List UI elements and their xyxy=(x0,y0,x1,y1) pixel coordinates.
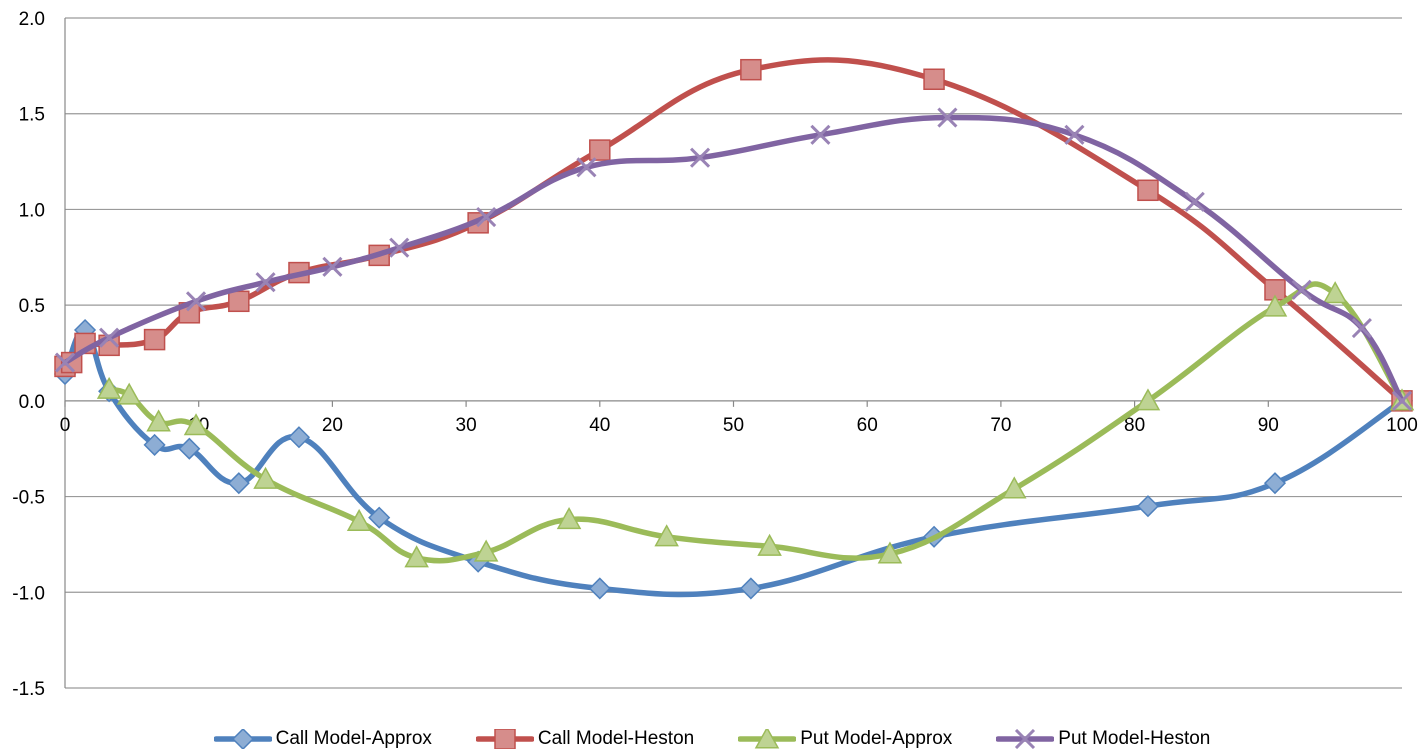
put-approx-series xyxy=(96,281,1415,568)
legend-label: Put Model-Approx xyxy=(800,727,953,749)
put-heston-point xyxy=(255,272,276,293)
put-heston-series xyxy=(54,107,1413,411)
legend-item-call-approx: Call Model-Approx xyxy=(213,727,432,750)
call-heston-point xyxy=(228,290,250,313)
put-approx-line xyxy=(106,281,1405,564)
call-approx-legend-point xyxy=(231,728,254,749)
call-approx-point xyxy=(588,577,611,600)
call-approx-point xyxy=(1136,495,1160,518)
call-approx-point xyxy=(368,506,391,529)
x-tick-label: 70 xyxy=(990,415,1011,436)
x-tick-label: 40 xyxy=(589,415,610,436)
x-tick-label: 100 xyxy=(1386,415,1418,436)
call-approx-line xyxy=(62,327,1405,598)
put-approx-point xyxy=(183,413,209,436)
y-axis-ticks: 2.0 1.5 1.0 0.5 0.0 -0.5 -1.0 -1.5 xyxy=(12,9,45,700)
legend-label: Put Model-Heston xyxy=(1058,727,1211,749)
y-tick-label: 0.5 xyxy=(19,296,45,317)
put-approx-legend-swatch xyxy=(738,728,797,749)
put-approx-point xyxy=(877,541,903,564)
put-approx-point xyxy=(404,545,429,568)
put-heston-point xyxy=(1391,390,1413,411)
call-heston-legend-point xyxy=(494,728,516,749)
put-approx-point xyxy=(346,508,372,532)
call-approx-point xyxy=(143,433,166,456)
put-heston-point xyxy=(322,256,343,277)
call-heston-point xyxy=(143,328,166,351)
x-tick-label: 90 xyxy=(1258,415,1279,436)
call-approx-point xyxy=(287,426,311,449)
y-tick-label: -1.5 xyxy=(12,679,45,700)
put-approx-point xyxy=(96,376,122,399)
call-heston-point xyxy=(923,68,945,91)
put-heston-point xyxy=(1064,124,1085,145)
x-tick-label: 20 xyxy=(322,415,343,436)
grid-lines xyxy=(64,17,1402,689)
put-heston-point xyxy=(1184,191,1205,212)
y-tick-label: 1.5 xyxy=(19,105,45,126)
put-approx-point xyxy=(1322,281,1348,304)
call-approx-series xyxy=(53,318,1414,600)
put-heston-point xyxy=(185,291,207,312)
x-tick-label: 0 xyxy=(60,415,71,436)
put-heston-point xyxy=(576,157,597,178)
call-approx-legend-swatch xyxy=(213,728,272,749)
put-heston-point xyxy=(690,147,711,168)
put-approx-point xyxy=(1001,476,1027,499)
put-approx-point xyxy=(757,533,782,556)
legend-label: Call Model-Heston xyxy=(537,727,695,749)
put-heston-point xyxy=(389,237,410,258)
legend-item-put-approx: Put Model-Approx xyxy=(738,728,952,750)
put-approx-point xyxy=(1262,294,1288,317)
x-tick-label: 80 xyxy=(1124,415,1145,436)
call-heston-point xyxy=(740,58,762,81)
y-tick-label: 0.0 xyxy=(19,392,45,413)
put-approx-point xyxy=(556,506,582,530)
legend-item-put-heston: Put Model-Heston xyxy=(996,728,1210,750)
line-chart: 2.01.51.00.50.0-0.5-1.0-1.5 010203040506… xyxy=(12,9,1418,700)
put-heston-legend-point xyxy=(1015,728,1036,749)
put-approx-legend-point xyxy=(754,728,780,749)
put-approx-point xyxy=(473,539,499,562)
x-tick-label: 30 xyxy=(456,415,477,436)
call-approx-point xyxy=(739,577,762,600)
put-heston-point xyxy=(1351,318,1372,339)
call-heston-legend-swatch xyxy=(475,728,534,749)
put-heston-legend-swatch xyxy=(996,728,1055,749)
call-heston-line xyxy=(62,57,1405,404)
put-heston-point xyxy=(810,124,831,145)
put-approx-point xyxy=(1135,388,1161,411)
call-heston-point xyxy=(589,139,611,161)
y-tick-label: -1.0 xyxy=(12,583,45,604)
y-tick-label: 2.0 xyxy=(19,9,45,30)
put-heston-point xyxy=(54,352,76,373)
put-heston-point xyxy=(99,327,120,348)
call-approx-point xyxy=(1263,472,1287,495)
put-approx-point xyxy=(253,466,278,489)
x-axis-ticks: 0102030405060708090100 xyxy=(60,400,1418,436)
y-tick-label: -0.5 xyxy=(12,488,45,509)
y-tick-label: 1.0 xyxy=(19,200,45,221)
put-approx-point xyxy=(146,409,171,432)
legend: Call Model-Approx Call Model-Heston Put Mo… xyxy=(0,726,1424,751)
x-tick-label: 60 xyxy=(857,415,878,436)
put-heston-point xyxy=(1291,279,1312,300)
x-tick-label: 50 xyxy=(723,415,744,436)
put-approx-point xyxy=(654,524,679,547)
legend-label: Call Model-Approx xyxy=(275,727,432,749)
legend-item-call-heston: Call Model-Heston xyxy=(475,727,695,750)
call-approx-point xyxy=(178,437,201,460)
put-heston-point xyxy=(937,107,958,128)
put-heston-point xyxy=(476,207,497,228)
put-approx-point xyxy=(116,382,142,405)
call-heston-point xyxy=(1137,179,1159,202)
series-group xyxy=(53,57,1415,600)
call-approx-point xyxy=(227,472,250,495)
